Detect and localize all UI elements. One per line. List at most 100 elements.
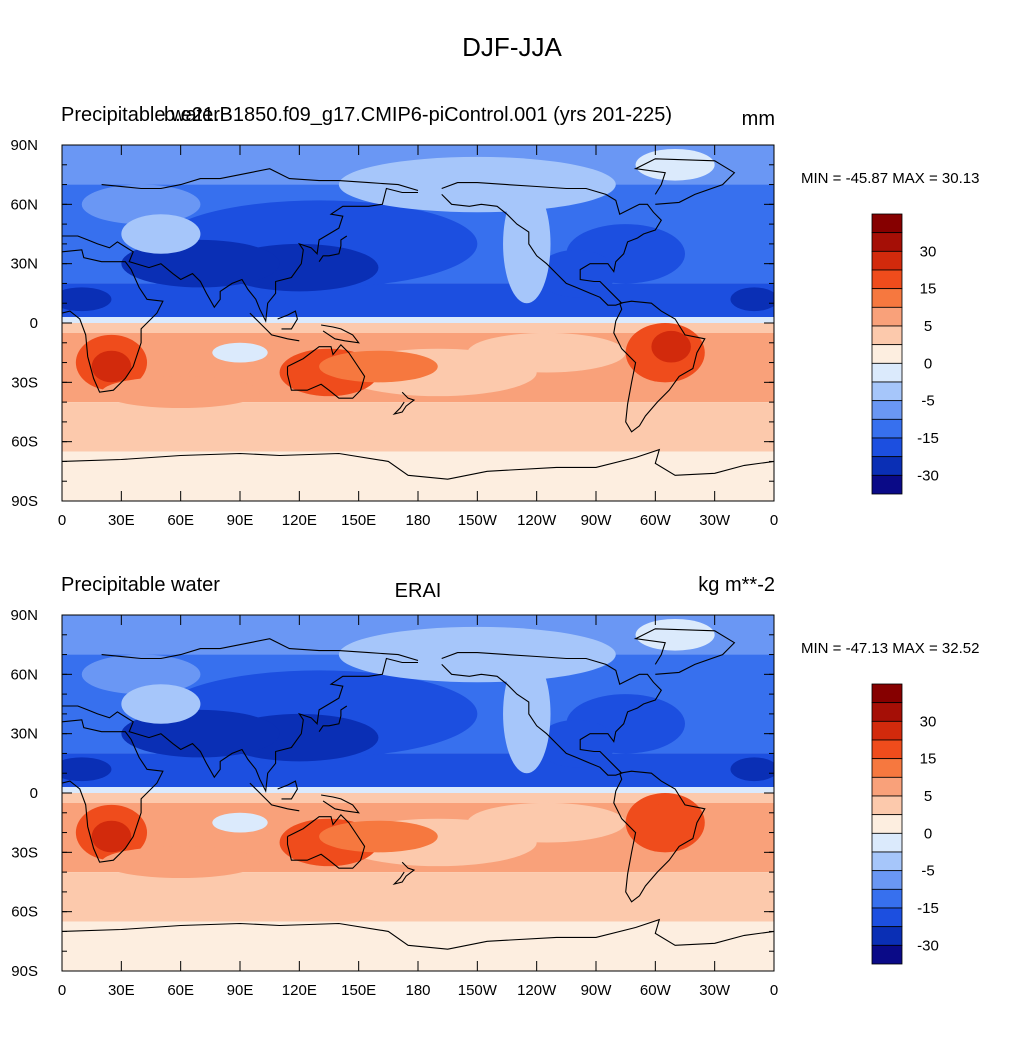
coastline [101,638,419,662]
variable-label: Precipitable water [61,104,220,126]
map-model: 90N 60N 30N 0 30S 60S 90S 0 30E 60E 90E 120E 150E 180… [10,137,939,529]
colorbar-box [871,720,903,741]
coastline [321,794,360,814]
colorbar-box [871,344,903,364]
colorbar-box [871,851,903,872]
colorbar-box [871,739,903,760]
field-anomaly [101,846,260,879]
colorbar-box [871,437,903,458]
lat-label: 0 [30,785,38,802]
colorbar-box [871,758,903,778]
coastline [62,918,774,950]
field-band [62,323,774,333]
units-label: mm [741,108,775,130]
field-anomaly [81,654,201,695]
colorbar-label: 0 [924,355,932,372]
colorbar-box [871,400,903,420]
field-anomaly [536,719,616,768]
colorbar-box [871,776,903,797]
field-anomaly [81,184,201,225]
lon-label: 150W [458,982,498,999]
coastline [392,861,416,886]
lon-label: 60E [167,982,194,999]
lat-label: 30S [11,844,38,861]
colorbar-box [871,306,903,327]
lon-label: 0 [770,982,778,999]
lon-label: 120W [517,512,557,529]
field-anomaly [319,350,438,383]
colorbar-box [871,362,903,383]
lon-label: 30W [699,512,731,529]
colorbar-box [871,944,903,965]
lat-label: 60N [10,196,38,213]
field-anomaly [635,618,715,651]
colorbar-label: -5 [921,393,934,410]
field-anomaly [467,802,626,843]
coastline [62,249,164,393]
field-band [62,283,774,318]
lon-label: 30E [108,512,135,529]
field-anomaly [62,757,112,782]
field-anomaly [651,330,691,363]
field-anomaly [730,287,774,312]
colorbar-box [871,926,903,946]
lon-label: 150W [458,512,498,529]
colorbar-box [871,250,903,271]
colorbar-box [871,814,903,834]
lon-label: 90W [581,512,613,529]
field-anomaly [730,757,774,782]
colorbar-label: -15 [917,430,939,447]
colorbar-box [871,907,903,928]
colorbar-label: -5 [921,863,934,880]
field-band [62,793,774,803]
min-max-text: MIN = -47.13 MAX = 32.52 [801,640,980,657]
coastline [101,168,419,192]
lon-label: 0 [770,512,778,529]
map-obs: 90N 60N 30N 0 30S 60S 90S 0 30E 60E 90E 120E 150E 180… [10,607,939,999]
panel-obs: 90N 60N 30N 0 30S 60S 90S 0 30E 60E 90E 120E 150E 180… [0,560,1024,1050]
colorbar-box [871,870,903,890]
colorbar-obs: 30 15 5 0 -5 -15 -30 [871,683,939,965]
coastline [441,652,662,776]
lat-label: 30N [10,726,38,743]
field-anomaly [212,812,268,833]
field-anomaly [467,332,626,373]
map-field-obs [62,615,774,971]
units-label: kg m**-2 [698,574,775,596]
lat-label: 90S [11,493,38,510]
min-max-text: MIN = -45.87 MAX = 30.13 [801,170,980,187]
colorbar-box [871,213,903,234]
coastline [633,628,736,675]
field-anomaly [91,350,132,383]
coastline [62,657,418,793]
field-anomaly [651,800,691,833]
colorbar-box [871,795,903,816]
lat-label: 30S [11,374,38,391]
lat-label: 90N [10,137,38,154]
coastline [62,448,774,480]
coastline [633,158,736,205]
map-field-model [62,145,774,501]
coastline [321,324,360,344]
lat-label: 30N [10,256,38,273]
panel-model: 90N 60N 30N 0 30S 60S 90S 0 30E 60E 90E 120E 150E 180… [0,90,1024,580]
lon-label: 0 [58,512,66,529]
coastline [62,719,164,863]
field-anomaly [635,148,715,181]
coastline [286,343,366,399]
lon-label: 150E [341,982,376,999]
field-anomaly [338,156,616,213]
colorbar-label: 15 [920,751,937,768]
case-label: ERAI [394,580,442,602]
case-label: b.e21.B1850.f09_g17.CMIP6-piControl.001 … [163,104,673,126]
colorbar-model: 30 15 5 0 -5 -15 -30 [871,213,939,495]
colorbar-box [871,832,903,853]
coastline [392,391,416,416]
colorbar-box [871,288,903,308]
field-anomaly [62,287,112,312]
coastline [613,300,706,433]
colorbar-label: 30 [920,243,937,260]
coastline [318,705,348,733]
lat-label: 60S [11,434,38,451]
lat-label: 60S [11,904,38,921]
